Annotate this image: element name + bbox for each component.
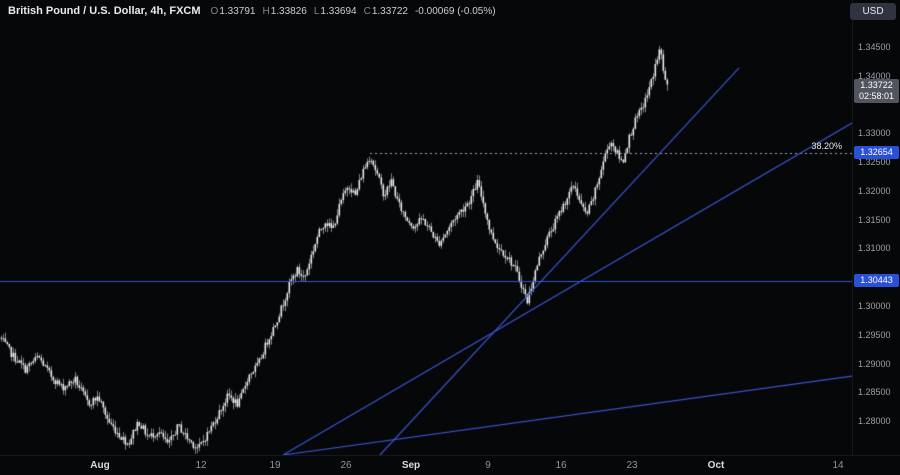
ohlc-close: C 1.33722 <box>364 6 408 17</box>
change-value: -0.00069 (-0.05%) <box>414 5 496 17</box>
candlestick-chart[interactable] <box>0 0 852 455</box>
last-price-value: 1.33722 <box>860 79 893 90</box>
ohlc-low: L 1.33694 <box>314 6 357 17</box>
price-axis-label: 1.31500 <box>858 214 891 225</box>
price-axis-label: 1.34000 <box>858 70 891 81</box>
last-price-badge: 1.33722 02:58:01 <box>854 78 899 103</box>
close-value: 1.33722 <box>371 5 408 17</box>
open-value: 1.33791 <box>219 5 256 17</box>
time-axis-label: 16 <box>555 460 567 471</box>
low-value: 1.33694 <box>320 5 357 17</box>
bar-countdown: 02:58:01 <box>858 90 895 101</box>
high-value: 1.33826 <box>270 5 307 17</box>
time-axis[interactable]: Aug 12 19 26 Sep 9 16 23 Oct 14 <box>0 455 900 475</box>
time-axis-label: Aug <box>90 460 110 471</box>
price-axis-label: 1.28000 <box>858 416 891 427</box>
price-axis-label: 1.32000 <box>858 185 891 196</box>
time-axis-label: 23 <box>626 460 638 471</box>
ohlc-high: H 1.33826 <box>262 6 306 17</box>
price-level-badge: 1.30443 <box>854 273 899 287</box>
fib-level-label: 38.20% <box>811 141 842 152</box>
low-label: L <box>313 5 320 17</box>
open-label: O <box>210 5 219 17</box>
ohlc-open: O 1.33791 <box>211 6 256 17</box>
time-axis-label: 26 <box>340 460 352 471</box>
price-axis-label: 1.32500 <box>858 157 891 168</box>
time-axis-label: 12 <box>195 460 207 471</box>
price-axis-label: 1.31000 <box>858 243 891 254</box>
time-axis-label: 14 <box>832 460 844 471</box>
close-label: C <box>363 5 371 17</box>
price-axis-label: 1.34500 <box>858 42 891 53</box>
price-axis[interactable]: 1.34500 1.34000 1.33000 1.32500 1.32000 1.315… <box>852 0 900 455</box>
time-axis-label: Sep <box>401 460 421 471</box>
symbol-legend: British Pound / U.S. Dollar, 4h, FXCM O … <box>8 5 496 17</box>
price-axis-label: 1.29000 <box>858 358 891 369</box>
currency-button[interactable]: USD <box>850 3 896 20</box>
time-axis-label: 9 <box>485 460 491 471</box>
price-axis-label: 1.28500 <box>858 387 891 398</box>
time-axis-label: Oct <box>707 460 725 471</box>
price-axis-label: 1.33000 <box>858 128 891 139</box>
price-axis-label: 1.29500 <box>858 329 891 340</box>
high-label: H <box>262 5 270 17</box>
time-axis-label: 19 <box>269 460 281 471</box>
price-level-badge: 1.32654 <box>854 146 899 160</box>
price-axis-label: 1.30000 <box>858 301 891 312</box>
symbol-title[interactable]: British Pound / U.S. Dollar, 4h, FXCM <box>8 5 201 17</box>
